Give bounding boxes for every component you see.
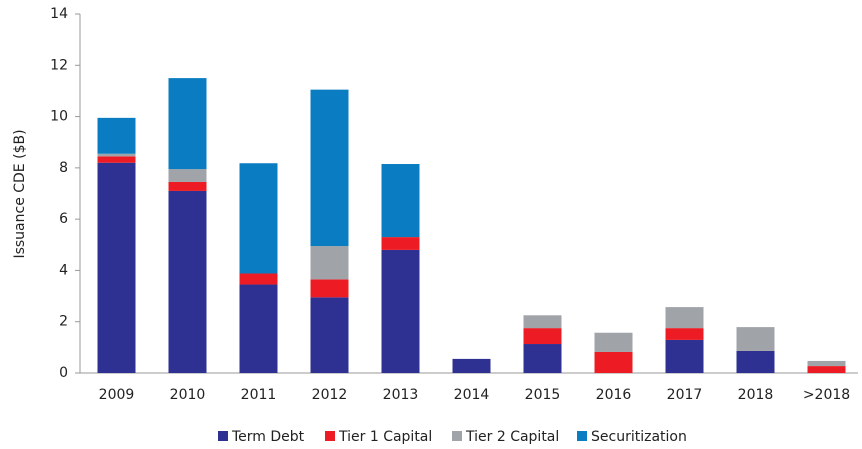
legend-swatch — [452, 431, 462, 441]
bar-segment — [168, 78, 207, 170]
x-tick-label: >2018 — [803, 387, 850, 403]
y-tick-label: 6 — [59, 211, 68, 227]
legend-label: Securitization — [591, 429, 687, 445]
x-tick-label: 2010 — [170, 387, 206, 403]
legend-swatch — [577, 431, 587, 441]
bar-segment — [97, 156, 136, 163]
y-tick-label: 10 — [50, 109, 68, 125]
x-tick-label: 2016 — [596, 387, 632, 403]
bar-segment — [736, 327, 775, 351]
bar-segment — [736, 350, 775, 373]
bar-segment — [168, 190, 207, 373]
bar-segment — [665, 307, 704, 329]
y-tick-label: 2 — [59, 314, 68, 330]
legend-label: Tier 2 Capital — [465, 429, 559, 445]
legend-label: Term Debt — [231, 429, 305, 445]
y-tick-label: 8 — [59, 160, 68, 176]
bar-segment — [665, 339, 704, 373]
bar-segment — [168, 181, 207, 191]
x-tick-label: 2011 — [241, 387, 277, 403]
y-tick-label: 12 — [50, 57, 68, 73]
bar-segment — [381, 249, 420, 373]
bar-segment — [97, 153, 136, 157]
y-tick-label: 0 — [59, 365, 68, 381]
bar-segment — [381, 237, 420, 250]
legend-label: Tier 1 Capital — [338, 429, 432, 445]
bar-segment — [239, 163, 278, 274]
bar-segment — [310, 246, 349, 280]
bar-segment — [239, 284, 278, 373]
y-tick-label: 14 — [50, 6, 68, 22]
bar-segment — [807, 360, 846, 367]
x-tick-label: 2012 — [312, 387, 348, 403]
bar-segment — [381, 164, 420, 238]
bar-segment — [310, 297, 349, 373]
y-tick-label: 4 — [59, 262, 68, 278]
bar-segment — [665, 328, 704, 340]
legend-swatch — [325, 431, 335, 441]
bar-segment — [310, 279, 349, 298]
bar-segment — [523, 328, 562, 345]
x-tick-label: 2014 — [454, 387, 490, 403]
bar-segment — [97, 162, 136, 373]
x-tick-label: 2015 — [525, 387, 561, 403]
bar-segment — [594, 351, 633, 373]
bar-segment — [523, 344, 562, 373]
bar-segment — [310, 89, 349, 247]
bar-segment — [452, 358, 491, 373]
y-axis-label: Issuance CDE ($B) — [12, 129, 28, 258]
bar-segment — [97, 117, 136, 154]
bar-segment — [523, 315, 562, 329]
x-tick-label: 2017 — [667, 387, 703, 403]
bar-segment — [807, 366, 846, 373]
x-tick-label: 2013 — [383, 387, 419, 403]
legend-swatch — [218, 431, 228, 441]
bar-segment — [168, 169, 207, 182]
bar-segment — [594, 332, 633, 352]
x-tick-label: 2009 — [99, 387, 135, 403]
x-tick-label: 2018 — [738, 387, 774, 403]
bar-segment — [239, 273, 278, 285]
